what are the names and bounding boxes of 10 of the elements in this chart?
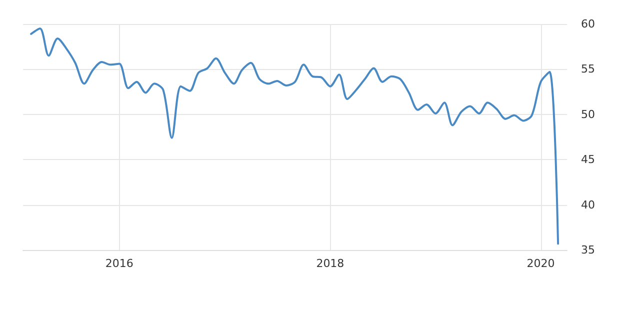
y-tick-label: 50	[581, 108, 595, 121]
x-tick-label: 2016	[105, 257, 134, 270]
x-tick-label: 2018	[316, 257, 344, 270]
x-tick-label: 2020	[526, 257, 555, 270]
y-tick-label: 55	[581, 62, 595, 76]
y-tick-label: 35	[581, 244, 595, 256]
y-tick-label: 40	[581, 198, 595, 212]
y-tick-label: 45	[581, 153, 595, 166]
y-tick-label: 60	[581, 18, 595, 30]
line-series	[30, 28, 560, 245]
